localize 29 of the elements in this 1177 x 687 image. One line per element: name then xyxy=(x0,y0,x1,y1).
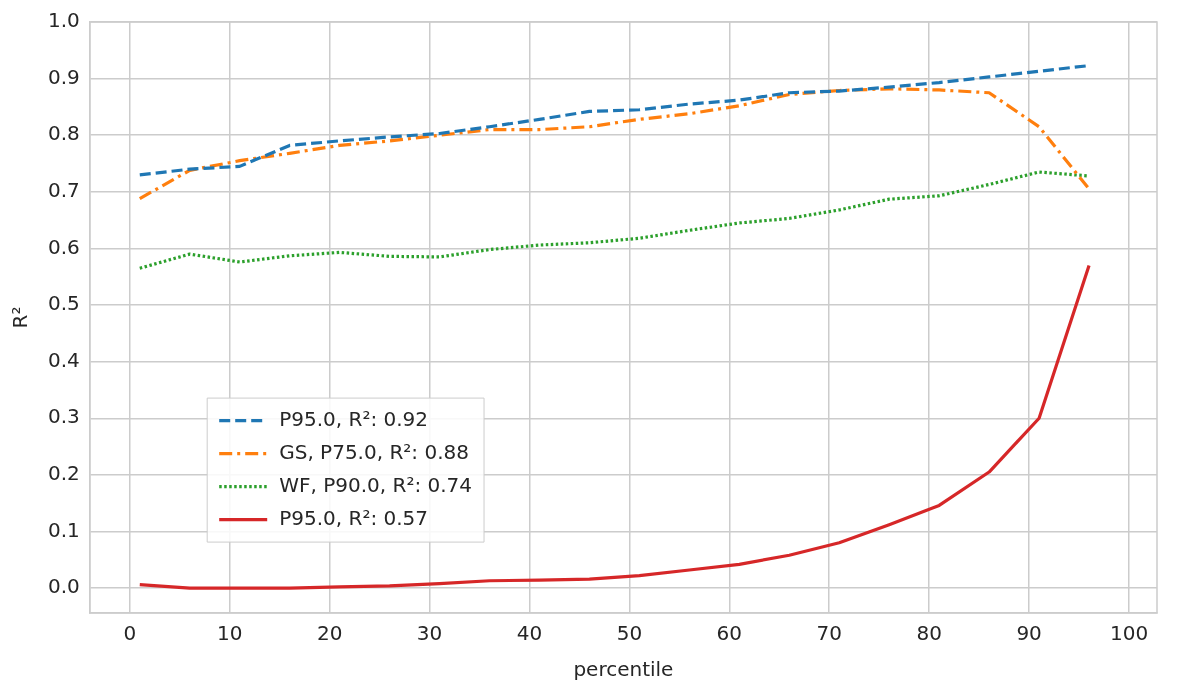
x-tick-label: 50 xyxy=(616,621,643,646)
x-tick-label: 20 xyxy=(316,621,343,646)
y-tick-label: 0.7 xyxy=(47,178,80,203)
y-tick-label: 0.4 xyxy=(47,347,80,372)
y-tick-label: 0.1 xyxy=(47,517,80,542)
y-tick-label: 0.3 xyxy=(47,404,80,429)
line-series xyxy=(138,87,1091,201)
y-tick-label: 0.8 xyxy=(47,121,80,146)
x-axis-title: percentile xyxy=(573,657,674,682)
x-tick-label: 100 xyxy=(1109,621,1149,646)
y-tick-label: 1.0 xyxy=(47,8,80,33)
y-tick-label: 0.2 xyxy=(47,461,80,486)
y-tick-label: 0.0 xyxy=(47,574,80,599)
y-tick-label: 0.5 xyxy=(47,291,80,316)
x-tick-label: 90 xyxy=(1016,621,1042,646)
legend-label: P95.0, R²: 0.57 xyxy=(279,505,429,530)
legend-label: GS, P75.0, R²: 0.88 xyxy=(279,439,469,464)
x-tick-label: 10 xyxy=(216,621,243,646)
y-axis-title: R² xyxy=(8,306,33,329)
x-tick-label: 70 xyxy=(816,621,842,646)
x-tick-label: 60 xyxy=(716,621,743,646)
legend-label: WF, P90.0, R²: 0.74 xyxy=(279,472,473,497)
x-tick-label: 40 xyxy=(516,621,543,646)
legend-label: P95.0, R²: 0.92 xyxy=(279,406,429,431)
x-tick-label: 30 xyxy=(416,621,443,646)
x-tick-label: 0 xyxy=(123,621,137,646)
y-tick-label: 0.9 xyxy=(47,64,80,89)
y-tick-label: 0.6 xyxy=(47,234,80,259)
x-tick-label: 80 xyxy=(916,621,942,646)
